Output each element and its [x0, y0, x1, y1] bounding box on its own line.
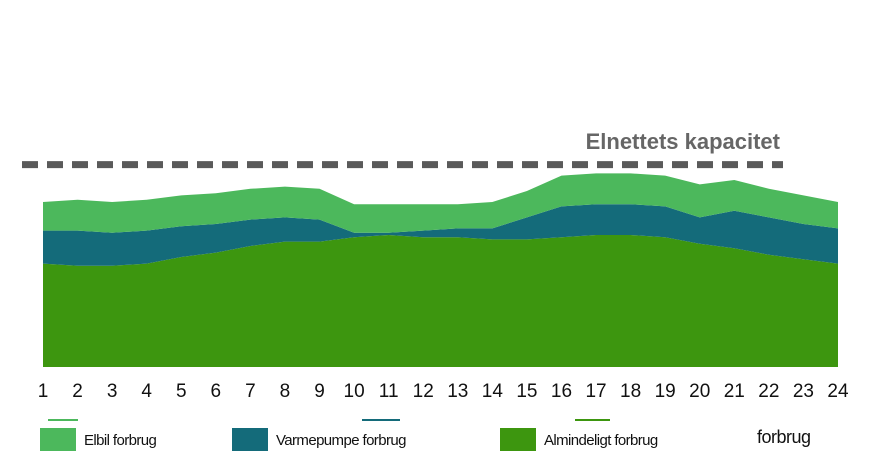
legend-label: Elbil forbrug — [84, 432, 156, 449]
area — [43, 173, 838, 233]
x-tick-label: 4 — [141, 381, 152, 402]
x-tick-label: 22 — [758, 381, 779, 402]
x-tick-label: 11 — [379, 381, 399, 402]
x-tick-label: 5 — [176, 381, 187, 402]
area — [43, 204, 838, 266]
legend-label: Varmepumpe forbrug — [276, 432, 406, 449]
x-tick-label: 14 — [482, 381, 504, 402]
x-tick-label: 15 — [516, 381, 537, 402]
legend-swatch — [500, 428, 536, 451]
x-tick-label: 6 — [211, 381, 222, 402]
x-tick-label: 3 — [107, 381, 118, 402]
x-tick-label: 21 — [724, 381, 745, 402]
legend-swatch — [232, 428, 268, 451]
x-tick-label: 19 — [655, 381, 676, 402]
legend-swatch — [40, 428, 76, 451]
x-tick-label: 9 — [314, 381, 325, 402]
x-tick-label: 7 — [245, 381, 256, 402]
x-tick-label: 24 — [827, 381, 849, 402]
x-tick-label: 8 — [280, 381, 291, 402]
area — [43, 235, 838, 367]
x-tick-label: 12 — [413, 381, 434, 402]
x-tick-label: 1 — [38, 381, 49, 402]
x-tick-label: 23 — [793, 381, 814, 402]
x-tick-label: 2 — [72, 381, 83, 402]
annotation: forbrug — [757, 427, 811, 447]
capacity-label: Elnettets kapacitet — [586, 129, 781, 154]
x-tick-label: 20 — [689, 381, 710, 402]
x-tick-label: 18 — [620, 381, 641, 402]
x-tick-label: 16 — [551, 381, 572, 402]
x-tick-label: 13 — [447, 381, 468, 402]
x-tick-label: 17 — [585, 381, 606, 402]
legend-label: Almindeligt forbrug — [544, 432, 658, 449]
x-tick-label: 10 — [344, 381, 365, 402]
